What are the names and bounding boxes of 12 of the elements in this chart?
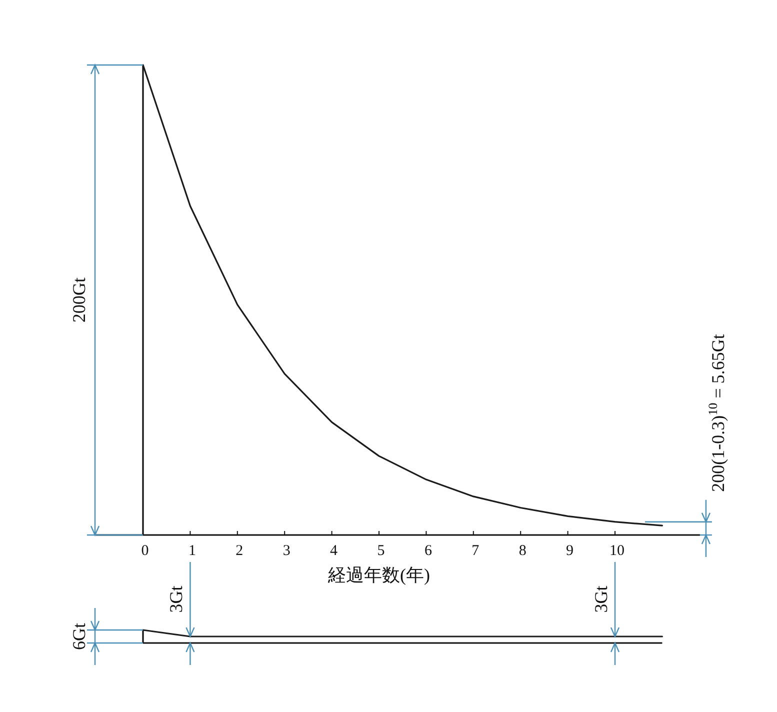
- x-tick-label: 4: [330, 543, 338, 559]
- x-tick-label: 3: [282, 543, 290, 559]
- x-tick-label: 8: [518, 543, 526, 559]
- x-tick-label: 5: [377, 543, 385, 559]
- x-tick-label: 10: [610, 543, 624, 559]
- x-tick-label: 1: [188, 543, 196, 559]
- x-tick-label: 0: [141, 543, 149, 559]
- x-tick-label: 9: [566, 543, 574, 559]
- x-tick-label: 2: [236, 543, 244, 559]
- x-tick-label: 7: [472, 543, 480, 559]
- x-tick-label: 6: [424, 543, 432, 559]
- x-axis-title: 経過年数(年): [328, 565, 430, 585]
